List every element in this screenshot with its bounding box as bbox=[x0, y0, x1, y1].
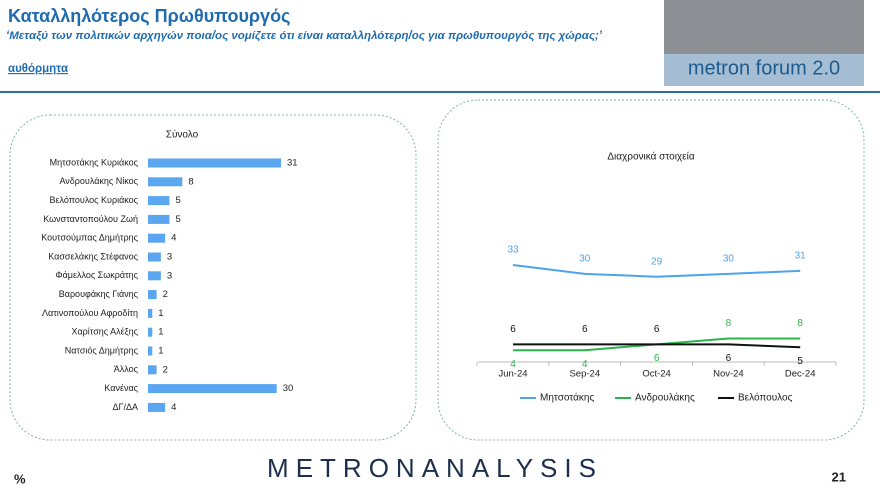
x-tick-label: Nov-24 bbox=[713, 369, 744, 380]
value-label: 30 bbox=[283, 383, 294, 394]
bar bbox=[148, 346, 153, 356]
category-label: Κασσελάκης Στέφανος bbox=[48, 251, 138, 261]
value-label: 31 bbox=[795, 251, 807, 262]
unit: % bbox=[14, 471, 26, 486]
bar bbox=[148, 384, 277, 394]
category-label: Άλλος bbox=[114, 364, 139, 374]
value-label: 2 bbox=[163, 289, 168, 300]
value-label: 6 bbox=[726, 353, 732, 364]
question-box: ‘Μεταξύ των πολιτικών αρχηγών ποια/ος νο… bbox=[6, 30, 602, 42]
value-label: 6 bbox=[654, 353, 660, 364]
value-label: 5 bbox=[175, 195, 180, 206]
value-label: 8 bbox=[188, 176, 193, 187]
panel-right bbox=[437, 99, 865, 441]
chart-title: Σύνολο bbox=[166, 129, 199, 141]
bar bbox=[148, 233, 166, 243]
value-label: 30 bbox=[579, 253, 591, 264]
value-label: 4 bbox=[171, 233, 176, 244]
legend-label: Ανδρουλάκης bbox=[635, 392, 695, 404]
value-label: 5 bbox=[797, 356, 803, 367]
legend-label: Μητσοτάκης bbox=[540, 392, 594, 404]
page-number: 21 bbox=[832, 469, 846, 484]
value-label: 2 bbox=[163, 364, 168, 375]
x-tick-label: Oct-24 bbox=[642, 369, 671, 380]
category-label: ΔΓ/ΔΑ bbox=[113, 402, 138, 412]
value-label: 31 bbox=[287, 158, 298, 169]
bar bbox=[148, 196, 170, 206]
value-label: 8 bbox=[797, 318, 803, 329]
category-label: Μητσοτάκης Κυριάκος bbox=[50, 157, 139, 167]
bar bbox=[148, 327, 153, 337]
logo-text: metron forum 2.0 bbox=[688, 57, 840, 79]
value-label: 1 bbox=[158, 308, 163, 319]
x-tick-label: Dec-24 bbox=[785, 369, 816, 380]
x-tick-label: Sep-24 bbox=[569, 369, 600, 380]
bar bbox=[148, 290, 157, 300]
bar bbox=[148, 214, 170, 224]
value-label: 8 bbox=[726, 318, 732, 329]
category-label: Βαρουφάκης Γιάνης bbox=[59, 289, 139, 299]
value-label: 4 bbox=[582, 359, 588, 370]
category-label: Βελόπουλος Κυριάκος bbox=[50, 195, 139, 205]
value-label: 4 bbox=[510, 359, 516, 370]
category-label: Κανένας bbox=[104, 383, 138, 393]
bar bbox=[148, 365, 157, 375]
bar bbox=[148, 252, 161, 262]
bar bbox=[148, 177, 183, 187]
category-label: Χαρίτσης Αλέξης bbox=[71, 327, 138, 337]
slide-title: Καταλληλότερος Πρωθυπουργός bbox=[8, 6, 290, 26]
value-label: 3 bbox=[167, 270, 172, 281]
value-label: 4 bbox=[171, 402, 176, 413]
category-label: Λατινοπούλου Αφροδίτη bbox=[42, 308, 138, 318]
x-tick-label: Jun-24 bbox=[498, 369, 527, 380]
note: αυθόρμητα bbox=[8, 63, 68, 75]
line bbox=[513, 343, 801, 349]
line bbox=[512, 264, 801, 278]
value-label: 6 bbox=[510, 324, 516, 335]
value-label: 33 bbox=[507, 245, 519, 256]
logo-band bbox=[664, 54, 864, 86]
brand: METRONANALYSIS bbox=[267, 453, 603, 483]
legend-label: Βελόπουλος bbox=[738, 392, 793, 404]
value-label: 29 bbox=[651, 256, 663, 267]
bar bbox=[148, 402, 166, 412]
value-label: 6 bbox=[582, 324, 588, 335]
bar bbox=[148, 271, 161, 281]
category-label: Κωνσταντοπούλου Ζωή bbox=[43, 214, 138, 224]
bar bbox=[148, 308, 153, 318]
chart-title: Διαχρονικά στοιχεία bbox=[607, 151, 695, 163]
value-label: 30 bbox=[723, 253, 735, 264]
value-label: 6 bbox=[654, 324, 660, 335]
value-label: 5 bbox=[175, 214, 180, 225]
value-label: 1 bbox=[158, 346, 163, 357]
bar bbox=[148, 158, 281, 168]
category-label: Κουτσούμπας Δημήτρης bbox=[41, 233, 138, 243]
category-label: Φάμελλος Σωκράτης bbox=[55, 270, 138, 280]
value-label: 3 bbox=[167, 252, 172, 263]
question: ‘Μεταξύ των πολιτικών αρχηγών ποια/ος νο… bbox=[6, 30, 602, 42]
category-label: Νατσιός Δημήτρης bbox=[65, 345, 139, 355]
category-label: Ανδρουλάκης Νίκος bbox=[59, 176, 138, 186]
value-label: 1 bbox=[158, 327, 163, 338]
